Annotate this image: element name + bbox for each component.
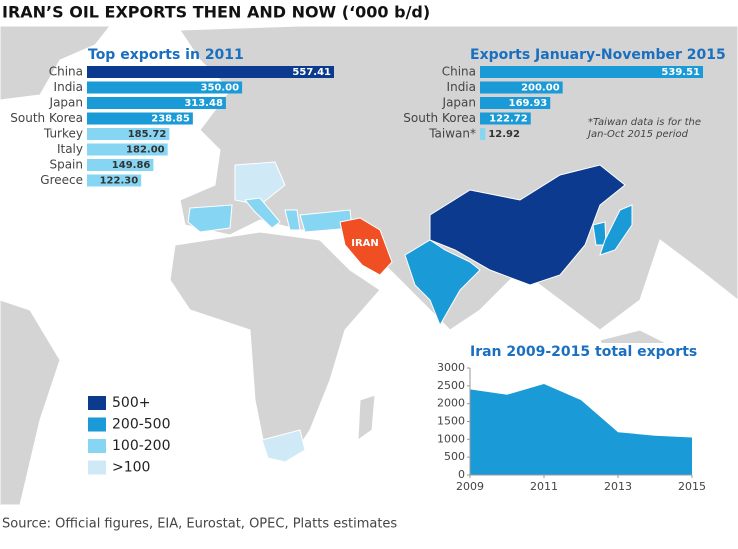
legend-swatch	[88, 417, 106, 432]
title: IRAN’S OIL EXPORTS THEN AND NOW (‘000 b/…	[2, 3, 430, 22]
bar	[87, 112, 193, 125]
y-tick-label: 3000	[437, 361, 465, 374]
category-label: Japan	[442, 96, 476, 110]
category-label: Turkey	[43, 127, 83, 141]
value-label: 122.30	[100, 176, 139, 187]
bar	[87, 81, 243, 94]
y-tick-label: 2000	[437, 397, 465, 410]
legend-label: 100-200	[112, 438, 171, 454]
value-label: 149.86	[112, 160, 151, 171]
chart-title: Exports January-November 2015	[470, 47, 726, 63]
bar	[480, 81, 563, 94]
land	[179, 25, 738, 331]
y-tick-label: 1500	[437, 415, 465, 428]
category-label: India	[447, 80, 476, 94]
category-label: Taiwan*	[428, 127, 476, 141]
category-label: South Korea	[10, 111, 83, 125]
bar	[87, 66, 334, 78]
bar	[87, 97, 226, 109]
legend: 500+ 200-500 100-200 >100	[88, 395, 171, 476]
note: *Taiwan data is for the	[588, 117, 701, 128]
y-tick-label: 1000	[437, 432, 465, 445]
country	[599, 204, 633, 256]
value-label: 539.51	[661, 67, 700, 78]
land	[357, 394, 376, 442]
value-label: 557.41	[292, 67, 331, 78]
area	[470, 384, 692, 475]
chart-title: Iran 2009-2015 total exports	[470, 344, 697, 360]
country	[284, 209, 301, 231]
legend-label: 200-500	[112, 417, 171, 433]
legend-swatch	[88, 396, 106, 410]
category-label: Italy	[57, 142, 83, 156]
map-label: IRAN	[351, 238, 379, 249]
bar	[87, 174, 142, 187]
country	[261, 429, 306, 463]
legend-swatch	[88, 439, 106, 453]
land	[0, 299, 61, 506]
category-label: Japan	[49, 96, 83, 110]
y-tick-label: 500	[444, 450, 465, 463]
value-label: 200.00	[521, 83, 560, 94]
value-label: 185.72	[128, 129, 167, 140]
bar	[87, 143, 168, 156]
value-label: 238.85	[151, 114, 190, 125]
legend-swatch	[88, 460, 106, 475]
value-label: 350.00	[200, 83, 239, 94]
category-label: South Korea	[403, 111, 476, 125]
category-label: Greece	[40, 173, 83, 187]
category-label: China	[49, 65, 83, 79]
bar	[480, 97, 551, 109]
bar	[87, 159, 154, 171]
category-label: China	[442, 65, 476, 79]
value-label: 182.00	[126, 145, 165, 156]
bar	[480, 128, 486, 140]
y-tick-label: 2500	[437, 379, 465, 392]
country	[404, 239, 481, 327]
value-label: 12.92	[488, 129, 520, 140]
x-tick-label: 2009	[456, 480, 484, 493]
legend-label: 500+	[112, 395, 150, 411]
legend-label: >100	[112, 460, 150, 476]
category-label: India	[54, 80, 83, 94]
bar	[480, 112, 531, 125]
value-label: 122.72	[489, 114, 528, 125]
chart-title: Top exports in 2011	[88, 47, 244, 63]
y-tick-label: 0	[458, 468, 465, 481]
country	[187, 204, 233, 233]
x-tick-label: 2011	[530, 480, 558, 493]
country	[244, 197, 281, 229]
value-label: 169.93	[509, 98, 548, 109]
iran	[339, 217, 393, 276]
country	[234, 161, 286, 206]
value-label: 313.48	[184, 98, 223, 109]
category-label: Spain	[49, 158, 83, 172]
x-tick-label: 2013	[604, 480, 632, 493]
x-tick-label: 2015	[678, 480, 706, 493]
land	[0, 25, 112, 101]
bar	[87, 128, 170, 140]
note: Jan-Oct 2015 period	[586, 129, 689, 140]
map: IRAN	[0, 25, 738, 506]
source: Source: Official figures, EIA, Eurostat,…	[2, 517, 397, 532]
bar	[480, 66, 703, 78]
